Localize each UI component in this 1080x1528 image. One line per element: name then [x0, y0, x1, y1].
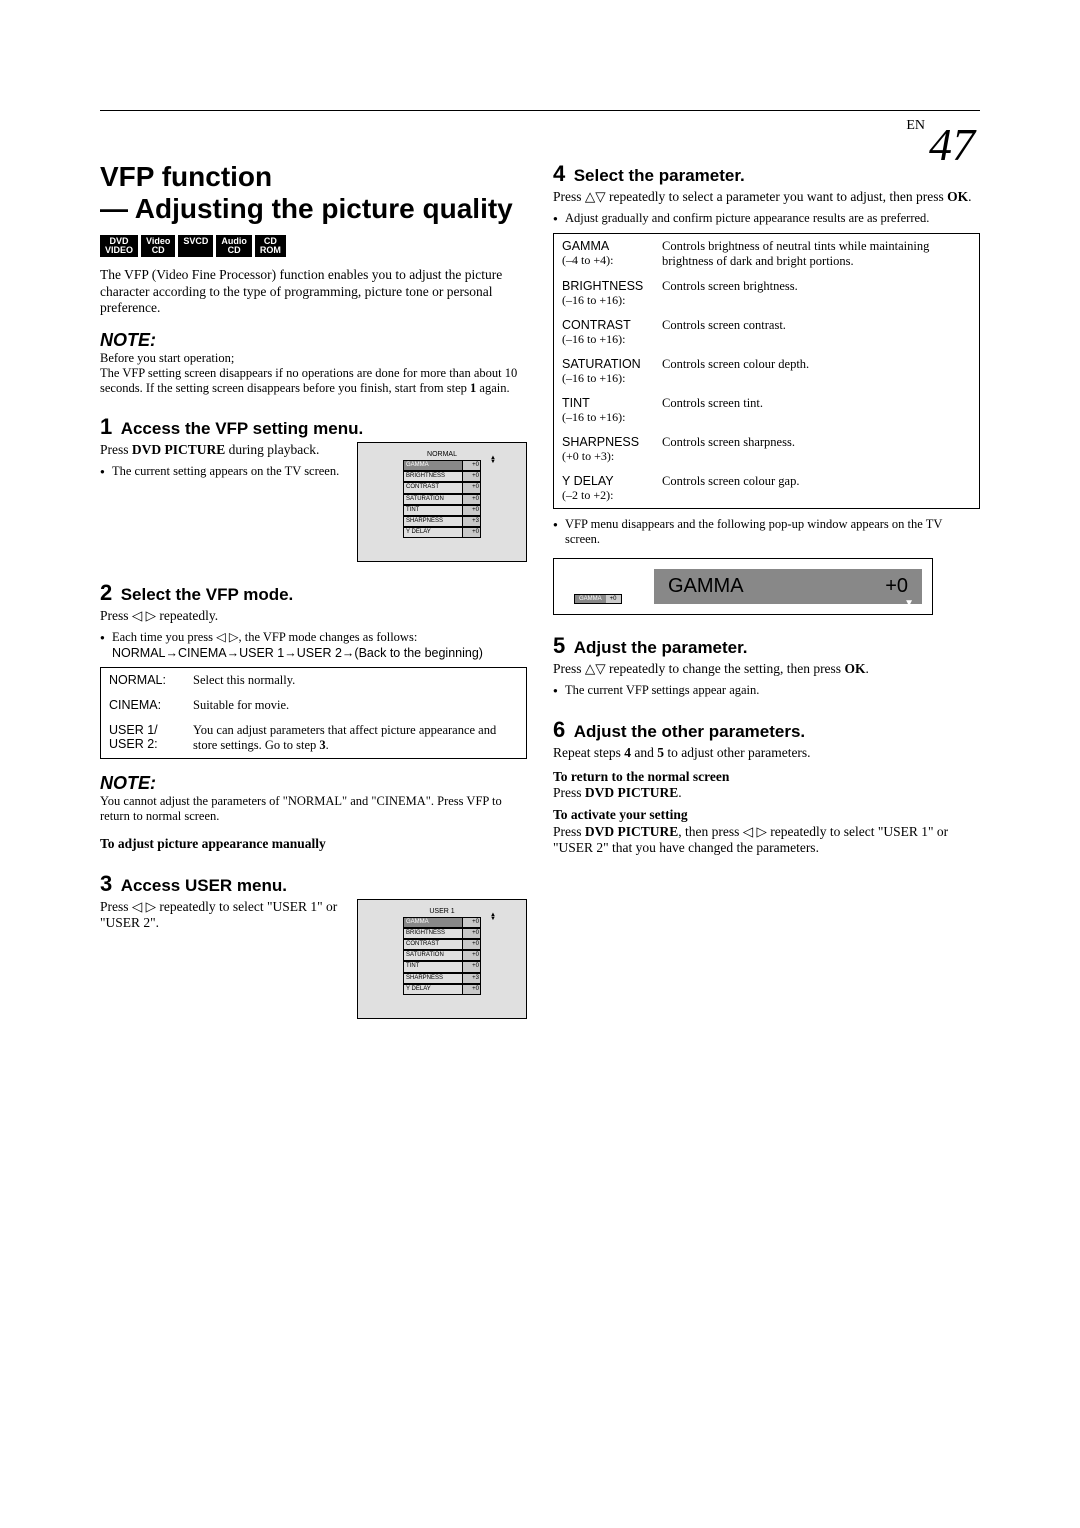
- param-table-row: Y DELAY(–2 to +2):Controls screen colour…: [554, 469, 979, 508]
- step1-title: 1 Access the VFP setting menu.: [100, 414, 527, 440]
- intro-text: The VFP (Video Fine Processor) function …: [100, 267, 527, 316]
- return-body: Press DVD PICTURE.: [553, 785, 980, 801]
- param-table-row: TINT(–16 to +16):Controls screen tint.: [554, 391, 979, 430]
- gamma-mini: GAMMA +0: [574, 594, 622, 604]
- screen-row: SATURATION+0: [403, 494, 481, 505]
- step2-title: 2 Select the VFP mode.: [100, 580, 527, 606]
- screen-row: SATURATION+0: [403, 950, 481, 961]
- top-rule: [100, 110, 980, 111]
- lang-label: EN: [906, 118, 925, 133]
- mode-table-row: USER 1/ USER 2:You can adjust parameters…: [101, 718, 526, 758]
- step1-text: Press DVD PICTURE during playback. The c…: [100, 442, 345, 480]
- screen-row: BRIGHTNESS+0: [403, 471, 481, 482]
- screen-row: TINT+0: [403, 505, 481, 516]
- step5-title: 5 Adjust the parameter.: [553, 633, 980, 659]
- page-num-value: 47: [929, 119, 975, 170]
- screen-row: CONTRAST+0: [403, 939, 481, 950]
- step5-p1: Press △▽ repeatedly to change the settin…: [553, 661, 980, 677]
- gamma-bar: GAMMA +0 ▲▼: [654, 569, 922, 604]
- param-table-row: CONTRAST(–16 to +16):Controls screen con…: [554, 313, 979, 352]
- right-column: 4 Select the parameter. Press △▽ repeate…: [553, 161, 980, 1019]
- return-heading: To return to the normal screen: [553, 769, 980, 785]
- screen-row: Y DELAY+0: [403, 984, 481, 995]
- step5-bullet: The current VFP settings appear again.: [553, 683, 980, 699]
- format-badge: DVDVIDEO: [100, 235, 138, 257]
- vfp-screen-normal: NORMAL GAMMA+0BRIGHTNESS+0CONTRAST+0SATU…: [357, 442, 527, 562]
- title-line1: VFP function: [100, 161, 272, 192]
- format-badge: CDROM: [255, 235, 286, 257]
- note-label-2: NOTE:: [100, 773, 527, 794]
- mode-table-row: CINEMA:Suitable for movie.: [101, 693, 526, 718]
- screen-row: CONTRAST+0: [403, 482, 481, 493]
- step1-content: Press DVD PICTURE during playback. The c…: [100, 442, 527, 562]
- vfp-screen-user1: USER 1 GAMMA+0BRIGHTNESS+0CONTRAST+0SATU…: [357, 899, 527, 1019]
- step2-p1: Press ◁ ▷ repeatedly.: [100, 608, 527, 624]
- screen-row: Y DELAY+0: [403, 527, 481, 538]
- step1-bullet: The current setting appears on the TV sc…: [100, 464, 345, 480]
- title-line2: — Adjusting the picture quality: [100, 193, 513, 224]
- format-badge: AudioCD: [216, 235, 252, 257]
- gamma-popup: GAMMA +0 ▲▼ GAMMA +0: [553, 558, 933, 615]
- parameter-table: GAMMA(–4 to +4):Controls brightness of n…: [553, 233, 980, 509]
- main-title: VFP function — Adjusting the picture qua…: [100, 161, 527, 225]
- step4-bullet: Adjust gradually and confirm picture app…: [553, 211, 980, 227]
- note1-body: The VFP setting screen disappears if no …: [100, 366, 527, 396]
- screen-row: TINT+0: [403, 961, 481, 972]
- step4-p1: Press △▽ repeatedly to select a paramete…: [553, 189, 980, 205]
- param-table-row: SATURATION(–16 to +16):Controls screen c…: [554, 352, 979, 391]
- note2-body: You cannot adjust the parameters of "NOR…: [100, 794, 527, 824]
- format-badges: DVDVIDEOVideoCDSVCDAudioCDCDROM: [100, 235, 527, 257]
- step6-title: 6 Adjust the other parameters.: [553, 717, 980, 743]
- scroll-arrows-icon: ▲▼: [490, 456, 496, 464]
- document-page: EN 47 VFP function — Adjusting the pictu…: [0, 0, 1080, 1079]
- param-table-row: GAMMA(–4 to +4):Controls brightness of n…: [554, 234, 979, 274]
- step3-text: Press ◁ ▷ repeatedly to select "USER 1" …: [100, 899, 345, 937]
- two-column-layout: VFP function — Adjusting the picture qua…: [100, 161, 980, 1019]
- screen-row: GAMMA+0: [403, 460, 481, 471]
- note-label-1: NOTE:: [100, 330, 527, 351]
- param-table-row: SHARPNESS(+0 to +3):Controls screen shar…: [554, 430, 979, 469]
- scroll-arrows-icon: ▲▼: [490, 913, 496, 921]
- format-badge: VideoCD: [141, 235, 175, 257]
- screen-row: SHARPNESS+3: [403, 516, 481, 527]
- step6-p1: Repeat steps 4 and 5 to adjust other par…: [553, 745, 980, 761]
- adjust-heading: To adjust picture appearance manually: [100, 836, 527, 852]
- step3-title: 3 Access USER menu.: [100, 871, 527, 897]
- note1-line1: Before you start operation;: [100, 351, 527, 366]
- activate-body: Press DVD PICTURE, then press ◁ ▷ repeat…: [553, 824, 980, 856]
- left-column: VFP function — Adjusting the picture qua…: [100, 161, 527, 1019]
- param-table-row: BRIGHTNESS(–16 to +16):Controls screen b…: [554, 274, 979, 313]
- activate-heading: To activate your setting: [553, 807, 980, 823]
- screen-row: BRIGHTNESS+0: [403, 928, 481, 939]
- format-badge: SVCD: [178, 235, 213, 257]
- screen-row: SHARPNESS+3: [403, 973, 481, 984]
- mode-table-row: NORMAL:Select this normally.: [101, 668, 526, 693]
- screen-row: GAMMA+0: [403, 917, 481, 928]
- page-number: EN 47: [906, 118, 975, 171]
- vfp-mode-table: NORMAL:Select this normally.CINEMA:Suita…: [100, 667, 527, 759]
- step3-content: Press ◁ ▷ repeatedly to select "USER 1" …: [100, 899, 527, 1019]
- gamma-arrows-icon: ▲▼: [904, 563, 914, 575]
- after-table-bullet: VFP menu disappears and the following po…: [553, 517, 980, 548]
- step2-bullet: Each time you press ◁ ▷, the VFP mode ch…: [100, 630, 527, 661]
